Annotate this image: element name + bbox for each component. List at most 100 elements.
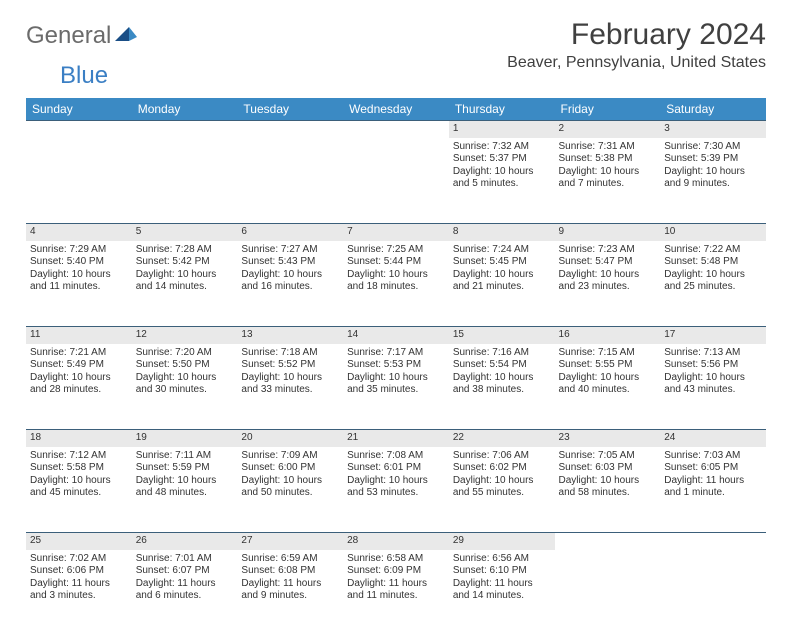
day-number: 9 — [555, 224, 661, 241]
sunrise-text: Sunrise: 6:59 AM — [241, 553, 339, 566]
daylight-text: Daylight: 11 hours — [664, 475, 762, 488]
daylight-text: and 21 minutes. — [453, 281, 551, 294]
day-number — [26, 121, 132, 138]
logo-text-general: General — [26, 22, 111, 50]
sunset-text: Sunset: 6:05 PM — [664, 462, 762, 475]
daylight-text: and 18 minutes. — [347, 281, 445, 294]
day-number: 2 — [555, 121, 661, 138]
day-cell: Sunrise: 7:08 AMSunset: 6:01 PMDaylight:… — [343, 447, 449, 533]
daylight-text: and 14 minutes. — [136, 281, 234, 294]
day-number: 1 — [449, 121, 555, 138]
daylight-text: and 25 minutes. — [664, 281, 762, 294]
sunset-text: Sunset: 5:53 PM — [347, 359, 445, 372]
sunset-text: Sunset: 5:48 PM — [664, 256, 762, 269]
day-cell: Sunrise: 6:58 AMSunset: 6:09 PMDaylight:… — [343, 550, 449, 636]
sunset-text: Sunset: 5:42 PM — [136, 256, 234, 269]
daylight-text: Daylight: 11 hours — [30, 578, 128, 591]
sunset-text: Sunset: 5:59 PM — [136, 462, 234, 475]
weekday-header: Friday — [555, 98, 661, 121]
daylight-text: Daylight: 10 hours — [241, 372, 339, 385]
day-cell: Sunrise: 7:24 AMSunset: 5:45 PMDaylight:… — [449, 241, 555, 327]
day-cell: Sunrise: 7:12 AMSunset: 5:58 PMDaylight:… — [26, 447, 132, 533]
day-cell: Sunrise: 7:29 AMSunset: 5:40 PMDaylight:… — [26, 241, 132, 327]
daylight-text: Daylight: 10 hours — [241, 269, 339, 282]
daylight-text: and 30 minutes. — [136, 384, 234, 397]
day-cell: Sunrise: 6:59 AMSunset: 6:08 PMDaylight:… — [237, 550, 343, 636]
sunset-text: Sunset: 6:01 PM — [347, 462, 445, 475]
day-cell: Sunrise: 7:15 AMSunset: 5:55 PMDaylight:… — [555, 344, 661, 430]
daylight-text: Daylight: 10 hours — [559, 372, 657, 385]
daylight-text: Daylight: 10 hours — [136, 372, 234, 385]
daylight-text: Daylight: 10 hours — [664, 372, 762, 385]
day-cell: Sunrise: 7:31 AMSunset: 5:38 PMDaylight:… — [555, 138, 661, 224]
day-number: 8 — [449, 224, 555, 241]
daylight-text: and 33 minutes. — [241, 384, 339, 397]
sunset-text: Sunset: 5:54 PM — [453, 359, 551, 372]
sunrise-text: Sunrise: 7:20 AM — [136, 347, 234, 360]
day-number: 28 — [343, 533, 449, 550]
sunset-text: Sunset: 5:58 PM — [30, 462, 128, 475]
daynum-row: 11121314151617 — [26, 327, 766, 344]
day-cell: Sunrise: 7:23 AMSunset: 5:47 PMDaylight:… — [555, 241, 661, 327]
day-cell — [555, 550, 661, 636]
daylight-text: and 50 minutes. — [241, 487, 339, 500]
day-number: 29 — [449, 533, 555, 550]
day-number: 12 — [132, 327, 238, 344]
sunrise-text: Sunrise: 7:17 AM — [347, 347, 445, 360]
day-number: 6 — [237, 224, 343, 241]
sunrise-text: Sunrise: 7:01 AM — [136, 553, 234, 566]
day-number — [555, 533, 661, 550]
sunrise-text: Sunrise: 7:18 AM — [241, 347, 339, 360]
daylight-text: Daylight: 10 hours — [664, 269, 762, 282]
weekday-header-row: Sunday Monday Tuesday Wednesday Thursday… — [26, 98, 766, 121]
day-number: 11 — [26, 327, 132, 344]
day-number: 14 — [343, 327, 449, 344]
daylight-text: Daylight: 10 hours — [347, 372, 445, 385]
logo: General — [26, 18, 139, 50]
sunrise-text: Sunrise: 7:16 AM — [453, 347, 551, 360]
day-number: 24 — [660, 430, 766, 447]
sunrise-text: Sunrise: 7:28 AM — [136, 244, 234, 257]
sunrise-text: Sunrise: 7:05 AM — [559, 450, 657, 463]
weekday-header: Saturday — [660, 98, 766, 121]
day-cell: Sunrise: 7:20 AMSunset: 5:50 PMDaylight:… — [132, 344, 238, 430]
daylight-text: Daylight: 11 hours — [241, 578, 339, 591]
day-cell: Sunrise: 7:18 AMSunset: 5:52 PMDaylight:… — [237, 344, 343, 430]
day-number: 19 — [132, 430, 238, 447]
daylight-text: and 53 minutes. — [347, 487, 445, 500]
daylight-text: Daylight: 10 hours — [136, 269, 234, 282]
daylight-text: and 9 minutes. — [241, 590, 339, 603]
sunset-text: Sunset: 5:49 PM — [30, 359, 128, 372]
sunset-text: Sunset: 5:39 PM — [664, 153, 762, 166]
day-cell — [132, 138, 238, 224]
data-row: Sunrise: 7:29 AMSunset: 5:40 PMDaylight:… — [26, 241, 766, 327]
sunset-text: Sunset: 6:08 PM — [241, 565, 339, 578]
data-row: Sunrise: 7:12 AMSunset: 5:58 PMDaylight:… — [26, 447, 766, 533]
day-cell — [343, 138, 449, 224]
day-number: 7 — [343, 224, 449, 241]
day-number: 23 — [555, 430, 661, 447]
sunrise-text: Sunrise: 7:06 AM — [453, 450, 551, 463]
daylight-text: and 48 minutes. — [136, 487, 234, 500]
day-number: 18 — [26, 430, 132, 447]
daylight-text: and 35 minutes. — [347, 384, 445, 397]
day-number: 22 — [449, 430, 555, 447]
sunrise-text: Sunrise: 7:27 AM — [241, 244, 339, 257]
day-cell: Sunrise: 7:21 AMSunset: 5:49 PMDaylight:… — [26, 344, 132, 430]
daylight-text: and 1 minute. — [664, 487, 762, 500]
data-row: Sunrise: 7:21 AMSunset: 5:49 PMDaylight:… — [26, 344, 766, 430]
sunset-text: Sunset: 5:45 PM — [453, 256, 551, 269]
weekday-header: Tuesday — [237, 98, 343, 121]
daylight-text: Daylight: 10 hours — [30, 475, 128, 488]
day-cell: Sunrise: 7:09 AMSunset: 6:00 PMDaylight:… — [237, 447, 343, 533]
day-cell: Sunrise: 7:11 AMSunset: 5:59 PMDaylight:… — [132, 447, 238, 533]
daylight-text: and 55 minutes. — [453, 487, 551, 500]
month-title: February 2024 — [507, 18, 766, 52]
daylight-text: Daylight: 10 hours — [347, 475, 445, 488]
daylight-text: and 58 minutes. — [559, 487, 657, 500]
sunrise-text: Sunrise: 7:11 AM — [136, 450, 234, 463]
day-cell: Sunrise: 7:05 AMSunset: 6:03 PMDaylight:… — [555, 447, 661, 533]
sunrise-text: Sunrise: 7:32 AM — [453, 141, 551, 154]
daylight-text: and 6 minutes. — [136, 590, 234, 603]
day-number: 5 — [132, 224, 238, 241]
